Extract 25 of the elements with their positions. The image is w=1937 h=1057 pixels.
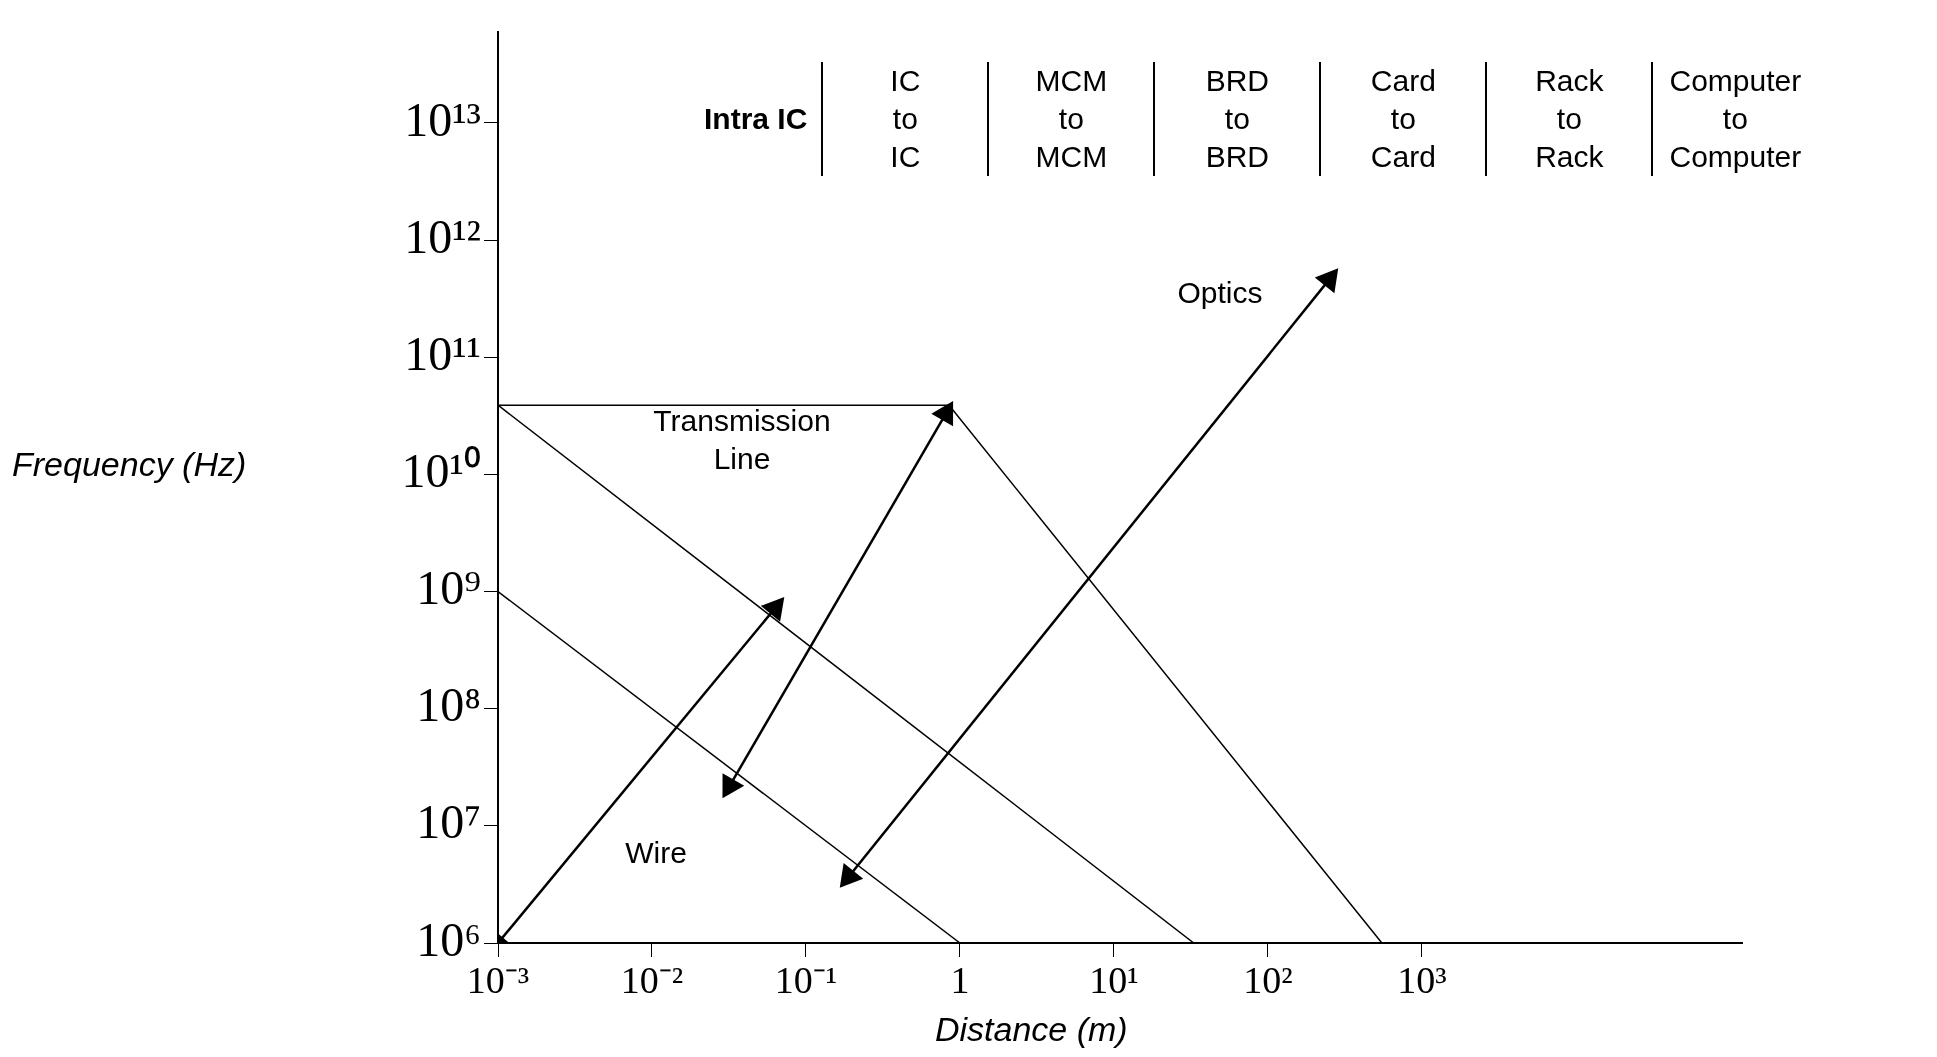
annotation: Rack to Rack [1534, 63, 1605, 175]
annotation: Computer to Computer [1668, 63, 1803, 175]
y-tick-label: 10¹⁰ [401, 444, 481, 498]
x-tick-label: 10² [1243, 958, 1293, 1001]
annotation: Optics [1177, 275, 1263, 311]
annotation: Card to Card [1369, 63, 1437, 175]
x-axis-title: Distance (m) [935, 1010, 1128, 1049]
x-tick-label: 10³ [1397, 958, 1447, 1001]
annotation: IC to IC [889, 63, 922, 175]
y-tick-label: 10⁹ [416, 561, 481, 615]
y-tick-label: 10¹³ [404, 92, 481, 146]
y-axis-title: Frequency (Hz) [12, 445, 247, 484]
x-tick-label: 10⁻¹ [774, 958, 838, 1001]
x-tick-label: 10⁻² [620, 958, 684, 1001]
annotation: Wire [625, 835, 687, 871]
annotation: BRD to BRD [1204, 63, 1271, 175]
x-tick-label: 10¹ [1089, 958, 1139, 1001]
y-tick-label: 10¹¹ [404, 326, 481, 380]
annotation: MCM to MCM [1034, 63, 1109, 175]
y-tick-label: 10¹² [404, 209, 481, 263]
y-tick-label: 10⁷ [416, 795, 481, 849]
y-tick-label: 10⁸ [416, 678, 481, 732]
x-tick-label: 1 [950, 958, 970, 1001]
annotation: Transmission Line [653, 403, 831, 477]
annotation: Intra IC [703, 101, 809, 137]
